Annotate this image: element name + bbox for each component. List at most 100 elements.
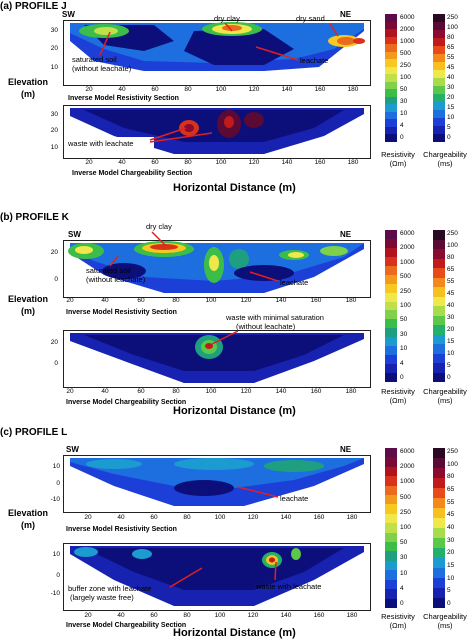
chargeability-colorbar-label: 250	[447, 14, 458, 21]
resistivity-colorbar-label: 250	[400, 62, 411, 69]
svg-text:20: 20	[84, 612, 92, 619]
ann-dry-clay: dry clay	[146, 222, 172, 231]
resistivity-colorbar	[385, 14, 397, 142]
resistivity-color-segment	[385, 364, 397, 373]
profile-l-resistivity-panel	[63, 455, 371, 513]
svg-text:140: 140	[281, 612, 292, 619]
profile-j-res-section-label: Inverse Model Resistivity Section	[68, 95, 179, 102]
chargeability-colorbar-label: 45	[447, 64, 455, 71]
chargeability-color-segment	[433, 258, 445, 268]
svg-text:60: 60	[151, 159, 159, 166]
chargeability-color-segment	[433, 353, 445, 363]
svg-text:20: 20	[66, 297, 74, 304]
resistivity-colorbar	[385, 230, 397, 382]
svg-text:160: 160	[315, 86, 326, 93]
chargeability-color-segment	[433, 488, 445, 498]
ytick: 20	[51, 45, 59, 52]
chargeability-color-segment	[433, 94, 445, 102]
resistivity-color-segment	[385, 373, 397, 382]
chargeability-color-segment	[433, 548, 445, 558]
svg-text:40: 40	[117, 514, 125, 521]
svg-text:140: 140	[276, 297, 287, 304]
svg-text:80: 80	[183, 514, 191, 521]
ann-dry-clay: dry clay	[214, 14, 240, 23]
resistivity-colorbar-label: 30	[400, 330, 408, 338]
svg-text:0: 0	[54, 276, 58, 283]
resistivity-colorbar-label: 250	[400, 287, 411, 295]
resistivity-colorbar-label: 10	[400, 345, 408, 353]
chargeability-color-segment	[433, 334, 445, 344]
svg-text:60: 60	[151, 86, 159, 93]
chargeability-color-segment	[433, 578, 445, 588]
profile-j-title: (a) PROFILE J	[0, 1, 67, 12]
chargeability-color-segment	[433, 306, 445, 316]
svg-text:160: 160	[314, 514, 325, 521]
resistivity-color-segment	[385, 301, 397, 311]
resistivity-color-segment	[385, 230, 397, 239]
svg-text:160: 160	[314, 612, 325, 619]
chargeability-colorbar-label: 20	[447, 549, 455, 557]
svg-text:-10: -10	[51, 590, 61, 597]
chargeability-colorbar-label: 10	[447, 350, 455, 357]
resistivity-colorbar-label: 2000	[400, 463, 415, 471]
profile-j-sw: SW	[62, 10, 75, 19]
ytick: 10	[51, 64, 59, 71]
resistivity-color-segment	[385, 134, 397, 142]
resistivity-color-segment	[385, 328, 397, 338]
chargeability-colorbar-label: 5	[447, 587, 451, 595]
chargeability-color-segment	[433, 372, 445, 382]
profile-j-res-xticks: 20 40 60 80 100 120 140 160 180	[85, 86, 358, 93]
resistivity-color-segment	[385, 551, 397, 561]
resistivity-color-segment	[385, 589, 397, 599]
chargeability-colorbar-label: 5	[447, 362, 451, 369]
chargeability-color-segment	[433, 588, 445, 598]
profile-l-title: (c) PROFILE L	[0, 427, 68, 438]
svg-text:60: 60	[137, 388, 145, 395]
chargeability-colorbar-label: 15	[447, 562, 455, 569]
svg-text:20: 20	[51, 339, 59, 346]
svg-text:140: 140	[282, 86, 293, 93]
svg-text:40: 40	[117, 612, 125, 619]
svg-text:180: 180	[346, 388, 357, 395]
resistivity-colorbar-label: 4	[400, 584, 404, 592]
profile-j-chg-xticks: 20 40 60 80 100 120 140 160 180	[85, 159, 358, 166]
svg-text:140: 140	[281, 514, 292, 521]
svg-text:120: 120	[249, 86, 260, 93]
chargeability-color-segment	[433, 70, 445, 78]
ann-leachate: leachate	[300, 56, 328, 65]
resistivity-color-segment	[385, 346, 397, 356]
svg-text:140: 140	[282, 159, 293, 166]
resistivity-color-segment	[385, 126, 397, 135]
chargeability-colorbar-label: 80	[447, 34, 455, 41]
chargeability-colorbar-label: 15	[447, 338, 455, 345]
resistivity-color-segment	[385, 238, 397, 248]
resistivity-color-segment	[385, 59, 397, 67]
resistivity-colorbar-label: 10	[400, 110, 408, 117]
resistivity-colorbar-label: 1000	[400, 38, 415, 45]
profile-j-chargeability-panel	[63, 105, 371, 159]
svg-text:20: 20	[85, 86, 93, 93]
resistivity-color-segment	[385, 265, 397, 275]
chargeability-color-segment	[433, 30, 445, 38]
resistivity-colorbar-label: 30	[400, 98, 408, 105]
ann-without-leachate: (without leachate)	[86, 275, 146, 284]
svg-text:40: 40	[118, 86, 126, 93]
svg-text:180: 180	[347, 612, 358, 619]
resistivity-color-segment	[385, 36, 397, 45]
profile-l-horizontal-label: Horizontal Distance (m)	[173, 627, 296, 639]
arrow	[224, 22, 233, 32]
profile-j-resistivity-panel: 30	[63, 20, 371, 86]
chargeability-color-segment	[433, 46, 445, 54]
ann-buffer-zone: buffer zone with leachate	[68, 584, 151, 593]
resistivity-colorbar-label: 6000	[400, 230, 415, 237]
resistivity-color-segment	[385, 598, 397, 608]
resistivity-color-segment	[385, 579, 397, 590]
resistivity-color-segment	[385, 513, 397, 524]
chargeability-color-segment	[433, 118, 445, 126]
svg-text:100: 100	[215, 514, 226, 521]
chargeability-color-segment	[433, 518, 445, 528]
chargeability-color-segment	[433, 468, 445, 478]
chargeability-color-segment	[433, 54, 445, 62]
